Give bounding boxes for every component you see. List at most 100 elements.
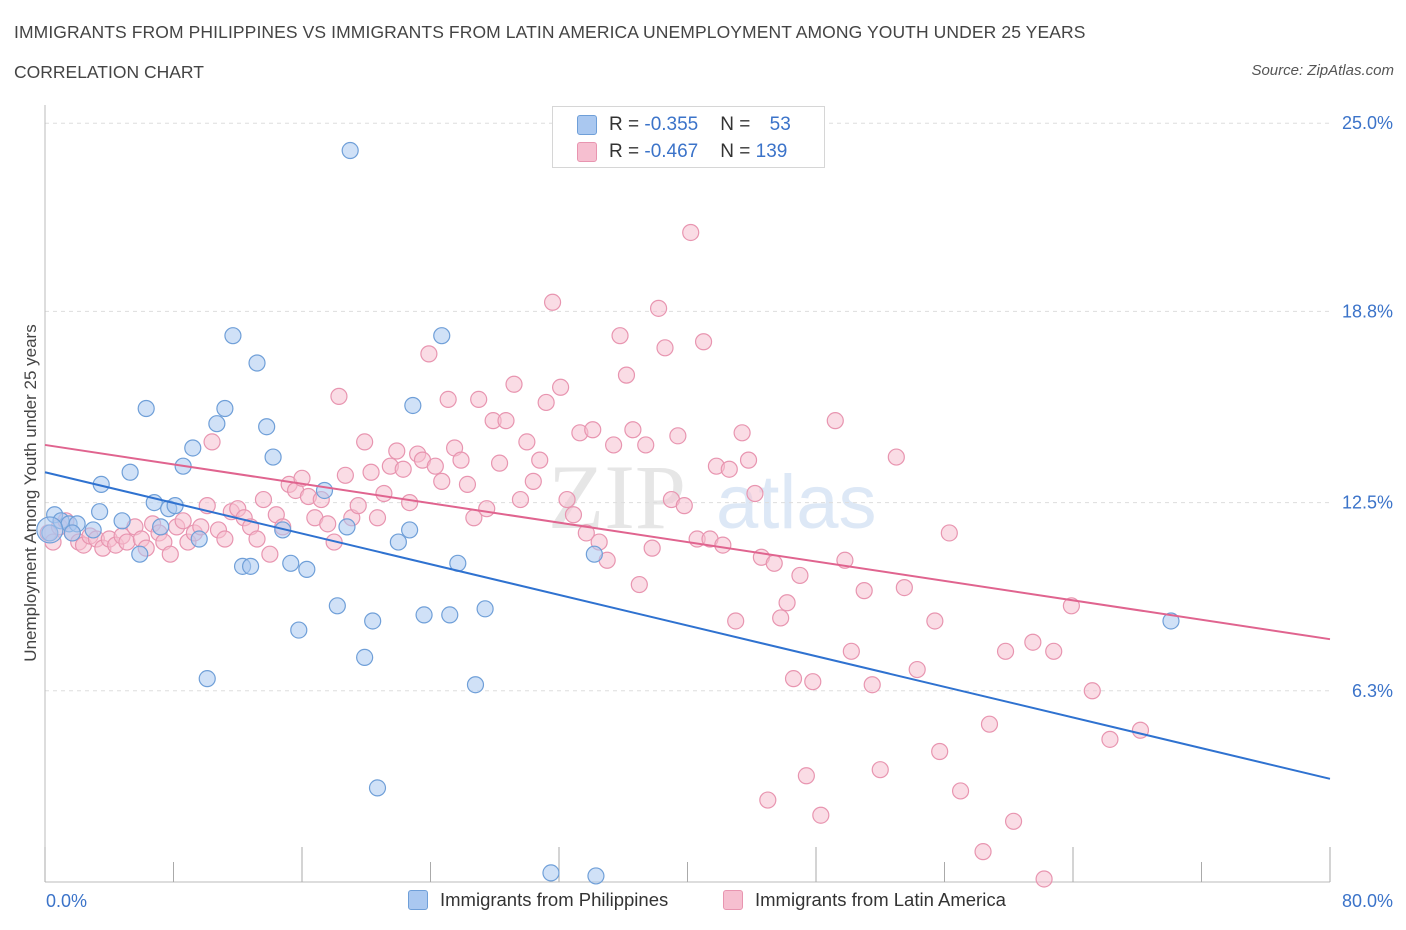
philippines-point (298, 560, 316, 578)
philippines-point (368, 779, 387, 797)
latin-america-point (739, 451, 758, 469)
latin-america-point (564, 506, 583, 524)
latin-america-point (349, 497, 367, 515)
philippines-point (290, 621, 308, 639)
philippines-swatch (577, 115, 597, 135)
latin-america-point (248, 530, 266, 548)
philippines-point (121, 463, 139, 481)
philippines-point (476, 600, 494, 618)
latin-america-point (926, 612, 944, 630)
latin-america-point (812, 806, 830, 824)
latin-america-point (216, 530, 234, 548)
latin-america-point (497, 412, 515, 430)
latin-america-point (388, 442, 406, 460)
y-tick-label: 6.3% (1352, 681, 1393, 701)
latin-america-point (254, 490, 273, 509)
r-label: R = (609, 114, 645, 135)
latin-america-point (511, 490, 530, 509)
latin-america-point (871, 761, 889, 779)
latin-america-point (478, 500, 496, 518)
philippines-point (216, 399, 234, 418)
latin-america-point (694, 333, 713, 351)
philippines-point (224, 327, 242, 345)
latin-america-point (1004, 812, 1023, 830)
philippines-legend-swatch (408, 890, 428, 910)
latin-america-trendline (44, 443, 1331, 641)
latin-america-point (433, 472, 451, 490)
philippines-point (542, 864, 560, 882)
latin-america-point (505, 375, 523, 393)
latin-america-point (174, 512, 192, 530)
x-tick-label-min: 0.0% (46, 891, 88, 911)
latin-america-point (746, 484, 764, 503)
philippines-point (338, 518, 356, 536)
latin-america-point (996, 642, 1015, 660)
latin-america-point (420, 345, 438, 363)
latin-america-point (784, 670, 803, 688)
philippines-point (585, 545, 603, 563)
latin-america-point (611, 327, 629, 345)
latin-america-point (863, 676, 881, 694)
philippines-point (587, 867, 605, 885)
philippines-point (466, 676, 485, 694)
latin-america-point (261, 545, 279, 563)
y-tick-label: 18.8% (1342, 301, 1393, 321)
latin-america-point (605, 436, 623, 454)
philippines-point (441, 606, 459, 624)
latin-america-point (733, 424, 751, 442)
latin-america-point (714, 536, 732, 554)
latin-america-point (577, 524, 595, 542)
philippines-point (389, 533, 407, 551)
n-label: N = (720, 114, 756, 135)
latin-america-point (656, 339, 674, 357)
chart-subtitle: CORRELATION CHART (14, 62, 204, 82)
philippines-point (91, 503, 109, 521)
latin-america-point (887, 448, 905, 466)
latin-america-point (826, 412, 844, 430)
latin-america-point (1062, 597, 1080, 615)
latin-america-point (1024, 633, 1042, 651)
philippines-point (401, 521, 419, 539)
philippines-point (131, 545, 149, 563)
latin-america-point (537, 393, 555, 412)
latin-america-point (797, 767, 815, 785)
x-tick-label-max: 80.0% (1341, 891, 1393, 911)
philippines-point (113, 512, 131, 530)
latin-america-point (1035, 870, 1053, 888)
latin-america-point (336, 466, 354, 484)
stats-legend: R = -0.355 N = 53 R = -0.467 N = 139 (552, 106, 825, 168)
latin-america-point (439, 390, 457, 409)
latin-america-point (624, 421, 642, 439)
y-tick-label: 12.5% (1342, 493, 1393, 513)
latin-america-point (531, 451, 549, 469)
latin-america-point (470, 390, 488, 409)
latin-america-point (524, 472, 542, 490)
latin-america-point (584, 421, 602, 439)
philippines-point (415, 606, 433, 624)
philippines-point (63, 524, 81, 542)
latin-america-point (630, 575, 648, 594)
legend-item-latin-america: Immigrants from Latin America (723, 889, 1006, 911)
philippines-point (208, 415, 226, 433)
latin-america-point (908, 660, 926, 679)
latin-america-point (974, 843, 992, 861)
philippines-point (315, 481, 334, 500)
latin-america-point (426, 457, 444, 475)
legend-label-philippines: Immigrants from Philippines (440, 889, 669, 910)
latin-america-point (319, 515, 337, 533)
philippines-point (36, 516, 64, 544)
philippines-point (84, 521, 102, 539)
latin-america-point (675, 497, 693, 515)
philippines-point (404, 396, 422, 415)
latin-america-point (649, 299, 668, 317)
philippines-point (198, 670, 216, 688)
philippines-point (328, 597, 346, 615)
legend-item-philippines: Immigrants from Philippines (408, 889, 668, 911)
latin-america-point (940, 524, 958, 542)
n-value-philippines: 53 (769, 114, 791, 135)
latin-america-point (375, 484, 393, 503)
latin-america-point (669, 427, 687, 445)
philippines-point (152, 518, 170, 536)
latin-america-point (543, 293, 562, 311)
